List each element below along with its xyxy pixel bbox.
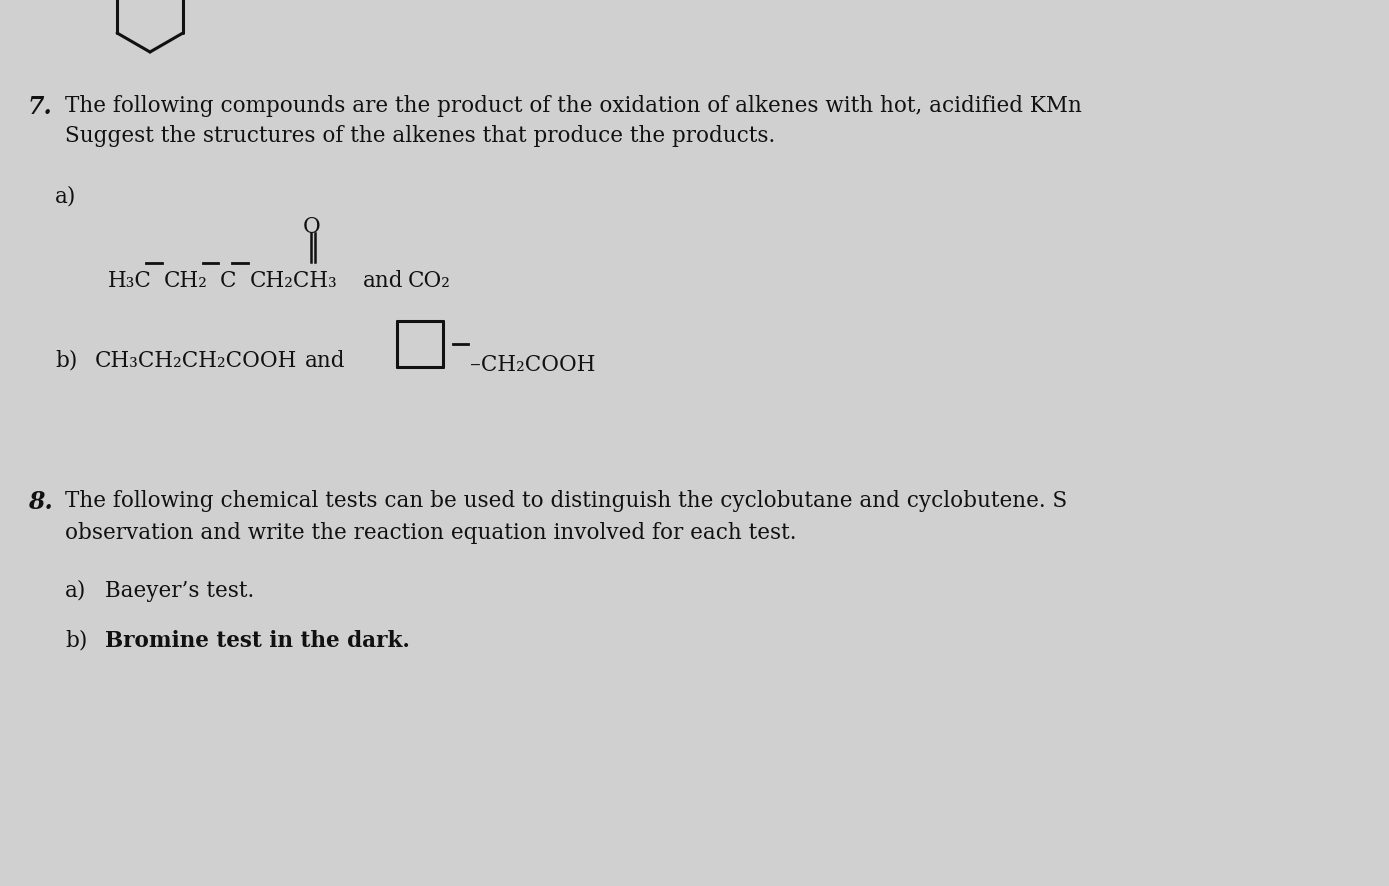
Text: CH₂: CH₂ xyxy=(164,269,208,291)
Text: The following chemical tests can be used to distinguish the cyclobutane and cycl: The following chemical tests can be used… xyxy=(65,489,1067,511)
Text: and: and xyxy=(306,350,346,371)
Text: H₃C: H₃C xyxy=(108,269,151,291)
Text: Baeyer’s test.: Baeyer’s test. xyxy=(106,579,254,602)
Text: CO₂: CO₂ xyxy=(408,269,451,291)
Text: a): a) xyxy=(56,185,76,206)
Text: CH₂CH₃: CH₂CH₃ xyxy=(250,269,338,291)
Text: 8.: 8. xyxy=(28,489,53,513)
Text: b): b) xyxy=(56,350,78,371)
Text: The following compounds are the product of the oxidation of alkenes with hot, ac: The following compounds are the product … xyxy=(65,95,1082,117)
Text: a): a) xyxy=(65,579,86,602)
Text: Bromine test in the dark.: Bromine test in the dark. xyxy=(106,629,410,651)
Text: –CH₂COOH: –CH₂COOH xyxy=(469,354,596,376)
Text: and: and xyxy=(363,269,403,291)
Text: Suggest the structures of the alkenes that produce the products.: Suggest the structures of the alkenes th… xyxy=(65,125,775,147)
Text: b): b) xyxy=(65,629,88,651)
Text: O: O xyxy=(303,216,321,237)
Text: 7.: 7. xyxy=(28,95,53,119)
Text: C: C xyxy=(219,269,236,291)
Text: observation and write the reaction equation involved for each test.: observation and write the reaction equat… xyxy=(65,522,796,543)
Text: CH₃CH₂CH₂COOH: CH₃CH₂CH₂COOH xyxy=(94,350,297,371)
